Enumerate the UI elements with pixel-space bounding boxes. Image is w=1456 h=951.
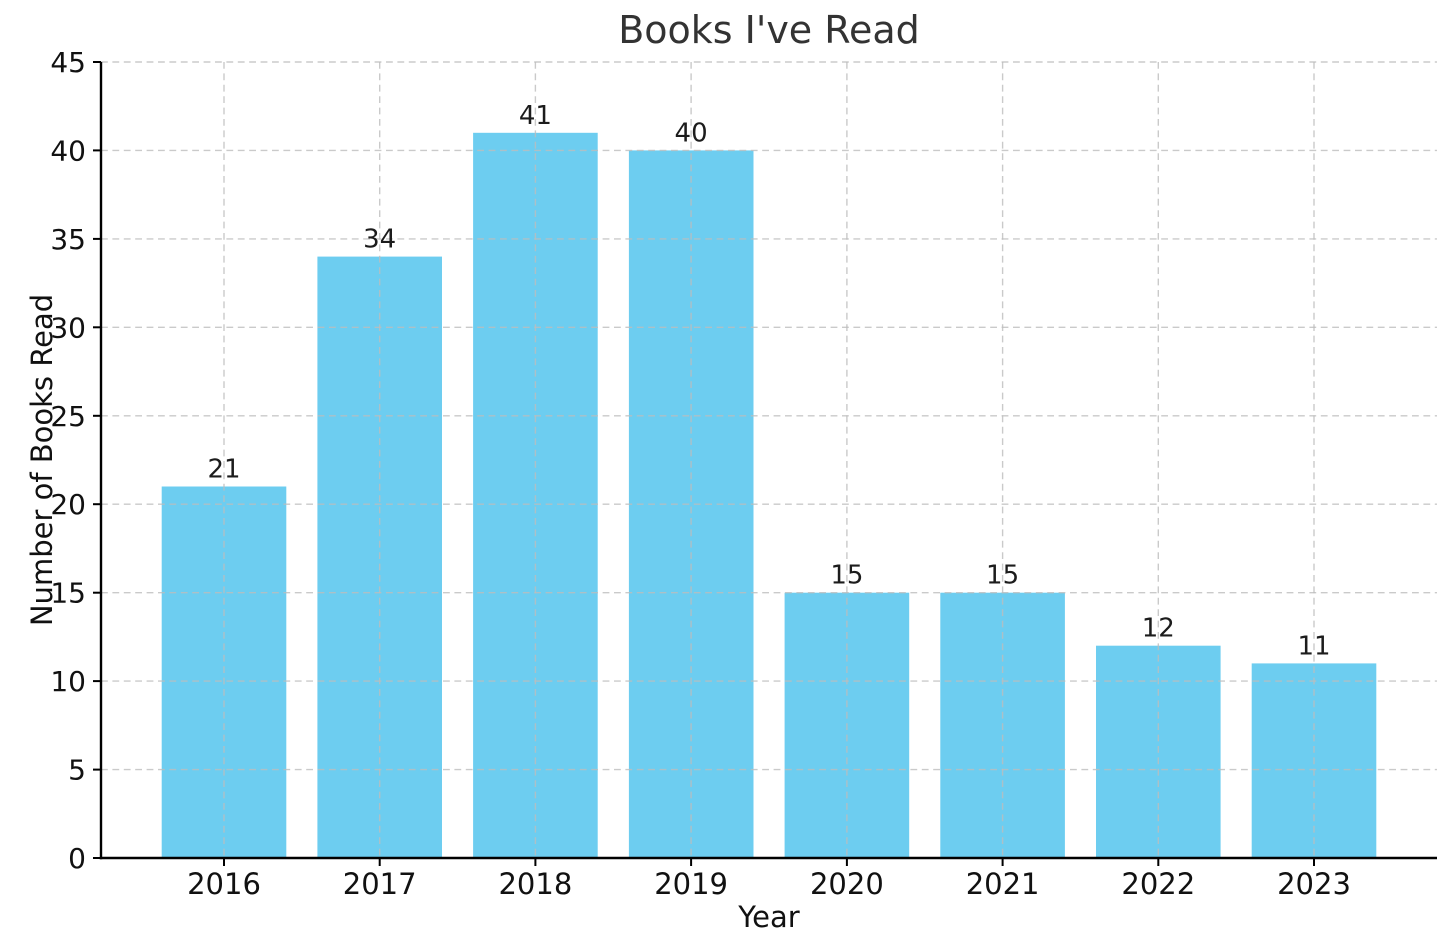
x-tick-label-2021: 2021 — [966, 867, 1040, 901]
bar-value-label-2023: 11 — [1297, 631, 1330, 661]
chart-title: Books I've Read — [618, 8, 920, 52]
y-tick-label-5: 5 — [68, 754, 86, 787]
y-tick-label-10: 10 — [50, 665, 86, 698]
bar-value-label-2022: 12 — [1142, 614, 1175, 644]
y-tick-label-25: 25 — [50, 400, 86, 433]
x-tick-label-2018: 2018 — [498, 867, 572, 901]
bar-value-label-2017: 34 — [363, 225, 396, 255]
bar-value-label-2018: 41 — [519, 101, 552, 131]
y-tick-label-15: 15 — [50, 577, 86, 610]
x-tick-label-2016: 2016 — [187, 867, 261, 901]
y-tick-label-45: 45 — [50, 46, 86, 79]
x-tick-label-2017: 2017 — [343, 867, 417, 901]
y-tick-label-0: 0 — [68, 842, 86, 875]
y-tick-label-40: 40 — [50, 134, 86, 167]
bar-value-label-2021: 15 — [986, 561, 1019, 591]
y-tick-label-20: 20 — [50, 488, 86, 521]
x-axis-title: Year — [738, 900, 800, 934]
bar-value-label-2020: 15 — [830, 561, 863, 591]
y-tick-label-35: 35 — [50, 223, 86, 256]
bar-value-label-2016: 21 — [207, 455, 240, 485]
bar-value-label-2019: 40 — [675, 118, 708, 148]
y-tick-label-30: 30 — [50, 311, 86, 344]
x-tick-label-2019: 2019 — [654, 867, 728, 901]
x-tick-label-2022: 2022 — [1121, 867, 1195, 901]
x-tick-label-2020: 2020 — [810, 867, 884, 901]
x-tick-label-2023: 2023 — [1277, 867, 1351, 901]
